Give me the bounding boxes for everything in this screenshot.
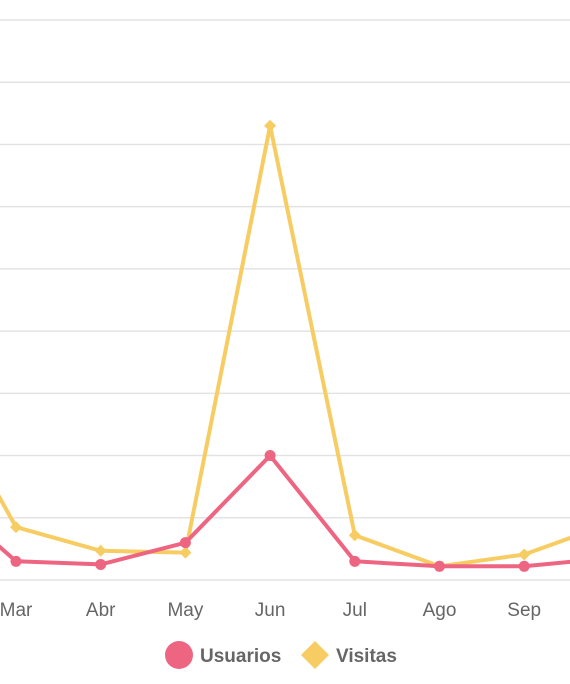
legend-item-usuarios[interactable]: Usuarios <box>165 641 281 669</box>
data-point-usuarios-abr[interactable] <box>95 558 107 570</box>
data-point-visitas-may[interactable] <box>179 546 192 559</box>
data-point-usuarios-jun[interactable] <box>264 450 276 462</box>
x-axis: Mar Abr May Jun Jul Ago Sep <box>0 600 541 621</box>
x-tick-label-jun: Jun <box>255 600 286 621</box>
legend-usuarios-label: Usuarios <box>200 646 281 667</box>
data-point-usuarios-may[interactable] <box>179 537 191 549</box>
grid-lines <box>0 19 570 581</box>
legend-visitas-marker <box>301 641 329 669</box>
data-point-visitas-mar[interactable] <box>10 521 22 534</box>
x-tick-label-ago: Ago <box>423 600 457 621</box>
data-point-visitas-jun[interactable] <box>264 119 277 132</box>
data-point-usuarios-mar[interactable] <box>10 555 22 567</box>
legend-usuarios-marker <box>165 641 193 669</box>
x-tick-label-may: May <box>167 600 203 621</box>
series-line-usuarios <box>0 453 570 569</box>
data-point-visitas-sep[interactable] <box>518 548 531 561</box>
data-point-usuarios-sep[interactable] <box>518 560 530 572</box>
x-tick-label-abr: Abr <box>86 600 116 621</box>
x-tick-label-sep: Sep <box>507 600 541 621</box>
data-point-visitas-jul[interactable] <box>348 529 361 542</box>
series-layer <box>0 119 570 573</box>
series-usuarios <box>0 450 570 572</box>
legend-visitas-label: Visitas <box>336 646 397 667</box>
legend: Usuarios Visitas <box>165 641 397 669</box>
legend-item-visitas[interactable]: Visitas <box>301 641 397 669</box>
data-point-visitas-abr[interactable] <box>94 544 107 557</box>
x-tick-label-jul: Jul <box>343 600 367 621</box>
series-line-visitas <box>0 123 570 569</box>
data-point-usuarios-jul[interactable] <box>349 555 361 567</box>
data-point-usuarios-ago[interactable] <box>434 560 445 572</box>
series-visitas <box>0 119 570 573</box>
x-tick-label-mar: Mar <box>0 600 33 621</box>
